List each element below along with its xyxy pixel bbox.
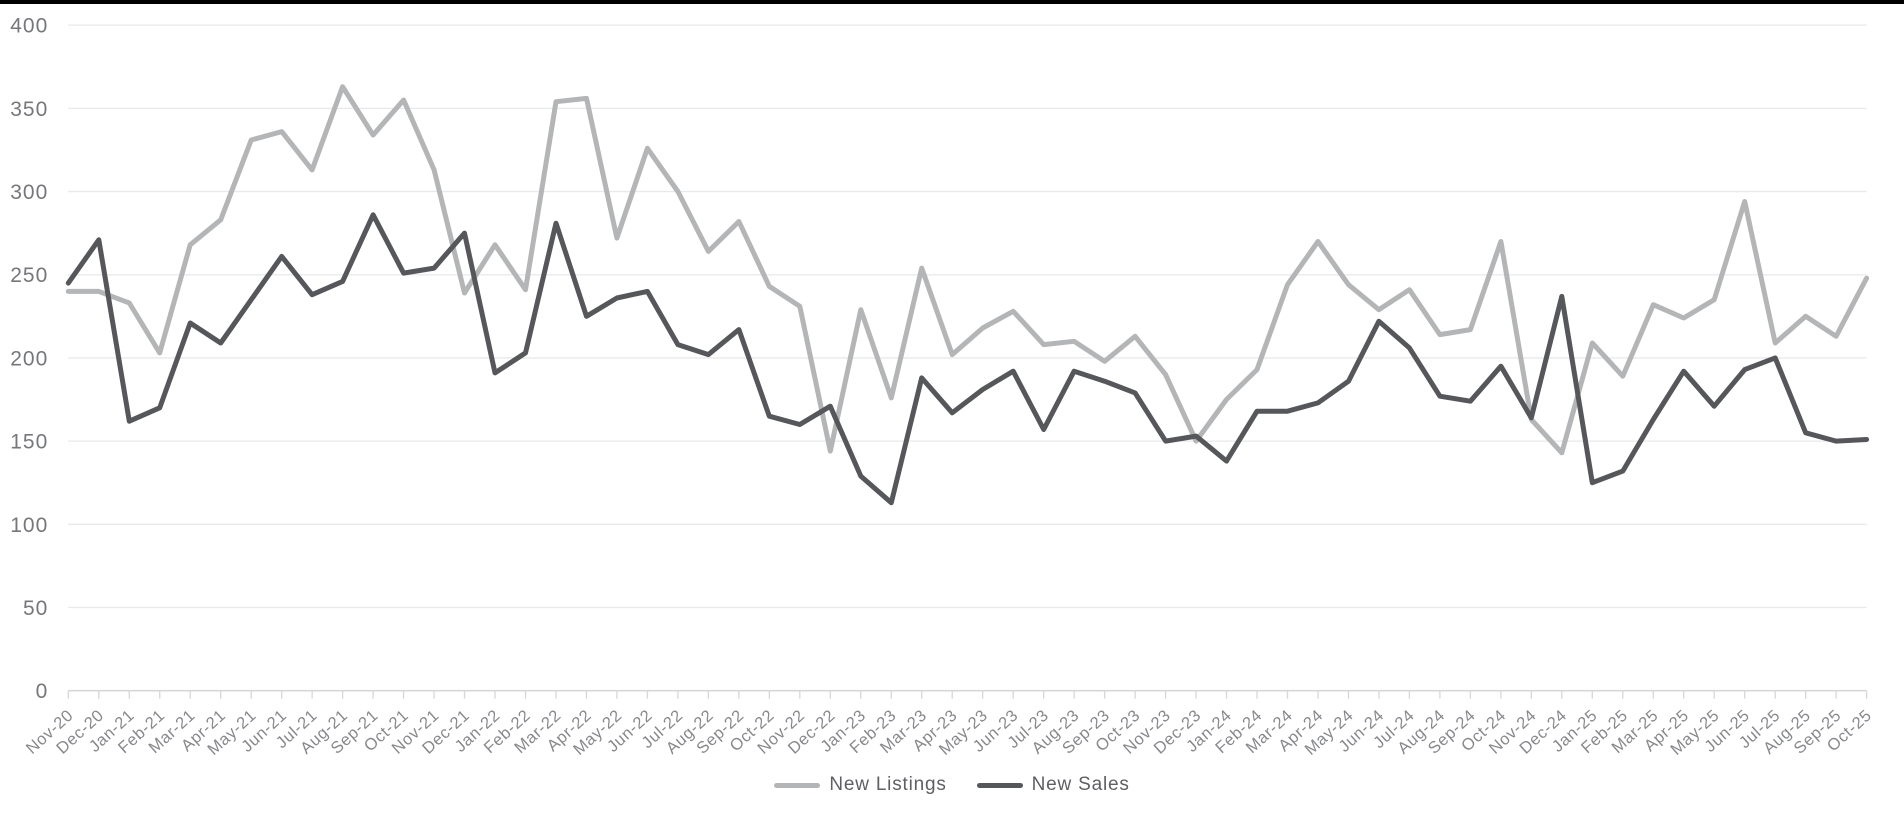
legend-label-new-sales: New Sales xyxy=(1031,774,1130,795)
y-axis-tick-label: 0 xyxy=(36,680,49,703)
legend-label-new-listings: New Listings xyxy=(829,774,947,795)
x-axis-labels: Nov-20Dec-20Jan-21Feb-21Mar-21Apr-21May-… xyxy=(23,706,1876,759)
y-axis-tick-label: 150 xyxy=(10,431,48,454)
y-axis-tick-label: 300 xyxy=(10,181,48,204)
new-listings-line-swatch xyxy=(774,782,821,788)
y-axis-tick-label: 350 xyxy=(10,98,48,121)
series-line-new-sales xyxy=(65,212,1870,506)
series-lines xyxy=(65,84,1870,506)
chart-legend: New Listings New Sales xyxy=(0,774,1904,796)
top-border-bar xyxy=(0,0,1904,4)
legend-item-new-listings: New Listings xyxy=(774,774,946,796)
y-axis-tick-label: 400 xyxy=(10,15,48,38)
x-axis-tick-marks xyxy=(67,690,1868,699)
y-axis-labels: 0 50 100 150 200 250 300 350 400 xyxy=(10,15,49,704)
y-axis-tick-label: 100 xyxy=(10,514,48,537)
legend-item-new-sales: New Sales xyxy=(976,774,1130,796)
gridlines xyxy=(68,24,1867,692)
y-axis-tick-label: 200 xyxy=(10,347,48,370)
y-axis-tick-label: 250 xyxy=(10,264,48,287)
y-axis-tick-label: 50 xyxy=(23,597,48,620)
new-sales-line-swatch xyxy=(976,782,1023,788)
series-line-new-listings xyxy=(65,84,1870,456)
